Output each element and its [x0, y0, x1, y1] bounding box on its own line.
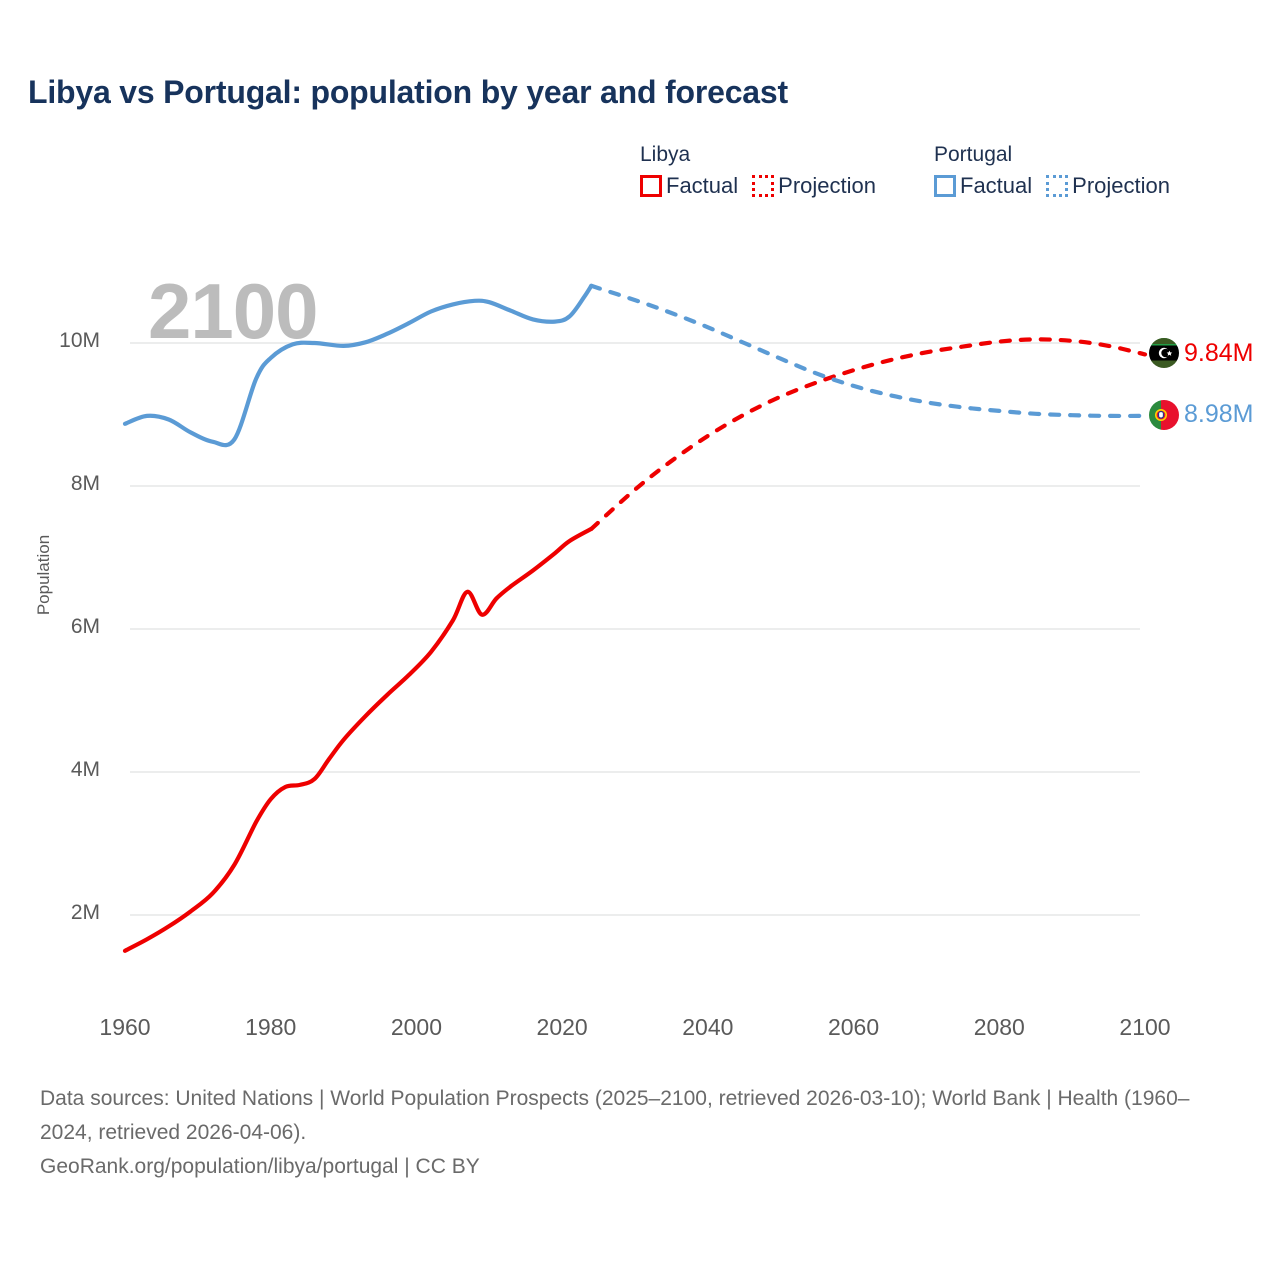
chart-legend: Libya Factual Projection Portugal Factua… [640, 142, 1170, 198]
y-tick-label: 10M [59, 329, 100, 352]
legend-swatch-solid-blue-icon [934, 175, 956, 197]
footer-sources: Data sources: United Nations | World Pop… [40, 1087, 1190, 1144]
line-factual-libya [122, 526, 594, 953]
legend-group-title-libya: Libya [640, 143, 691, 166]
portugal-flag-icon [1149, 399, 1179, 430]
end-label-value-portugal: 8.98M [1184, 400, 1254, 429]
x-tick-label: 1980 [245, 1014, 297, 1040]
legend-item-libya-factual[interactable]: Factual [640, 174, 738, 198]
y-tick-label: 6M [70, 615, 100, 638]
y-tick-label: 4M [70, 758, 100, 781]
footer: Data sources: United Nations | World Pop… [40, 1082, 1240, 1184]
legend-swatch-solid-red-icon [640, 175, 662, 197]
y-tick-label: 8M [70, 472, 100, 495]
line-factual-portugal [122, 283, 594, 448]
legend-label-libya-factual: Factual [666, 173, 739, 198]
x-tick-label: 2100 [1119, 1014, 1171, 1040]
x-tick-label: 2020 [536, 1014, 588, 1040]
legend-label-portugal-factual: Factual [960, 173, 1033, 198]
legend-item-portugal-projection[interactable]: Projection [1046, 174, 1170, 198]
legend-group-portugal: Portugal Factual Projection [934, 142, 1170, 198]
x-tick-label: 2060 [827, 1014, 880, 1040]
legend-group-libya: Libya Factual Projection [640, 142, 876, 198]
x-tick-label: 2040 [682, 1014, 734, 1040]
line-projection-libya [589, 337, 1148, 531]
legend-label-portugal-projection: Projection [1072, 173, 1170, 198]
year-watermark: 2100 [148, 267, 319, 355]
end-label-value-libya: 9.84M [1184, 338, 1254, 367]
legend-item-portugal-factual[interactable]: Factual [934, 174, 1032, 198]
x-tick-label: 2080 [973, 1014, 1025, 1040]
legend-label-libya-projection: Projection [778, 173, 876, 198]
x-tick-label: 1960 [99, 1014, 151, 1040]
legend-swatch-dotted-blue-icon [1046, 175, 1069, 197]
y-tick-label: 2M [70, 901, 100, 924]
footer-attribution[interactable]: GeoRank.org/population/libya/portugal | … [40, 1155, 480, 1178]
end-label-libya: 9.84M [1149, 338, 1254, 369]
x-tick-label: 2000 [390, 1014, 442, 1040]
legend-swatch-dotted-red-icon [752, 175, 775, 197]
line-projection-portugal [589, 283, 1148, 419]
legend-item-libya-projection[interactable]: Projection [752, 174, 876, 198]
page-title: Libya vs Portugal: population by year an… [28, 74, 788, 110]
legend-group-title-portugal: Portugal [934, 143, 1013, 166]
libya-flag-icon [1149, 338, 1179, 369]
end-label-portugal: 8.98M [1149, 399, 1254, 430]
